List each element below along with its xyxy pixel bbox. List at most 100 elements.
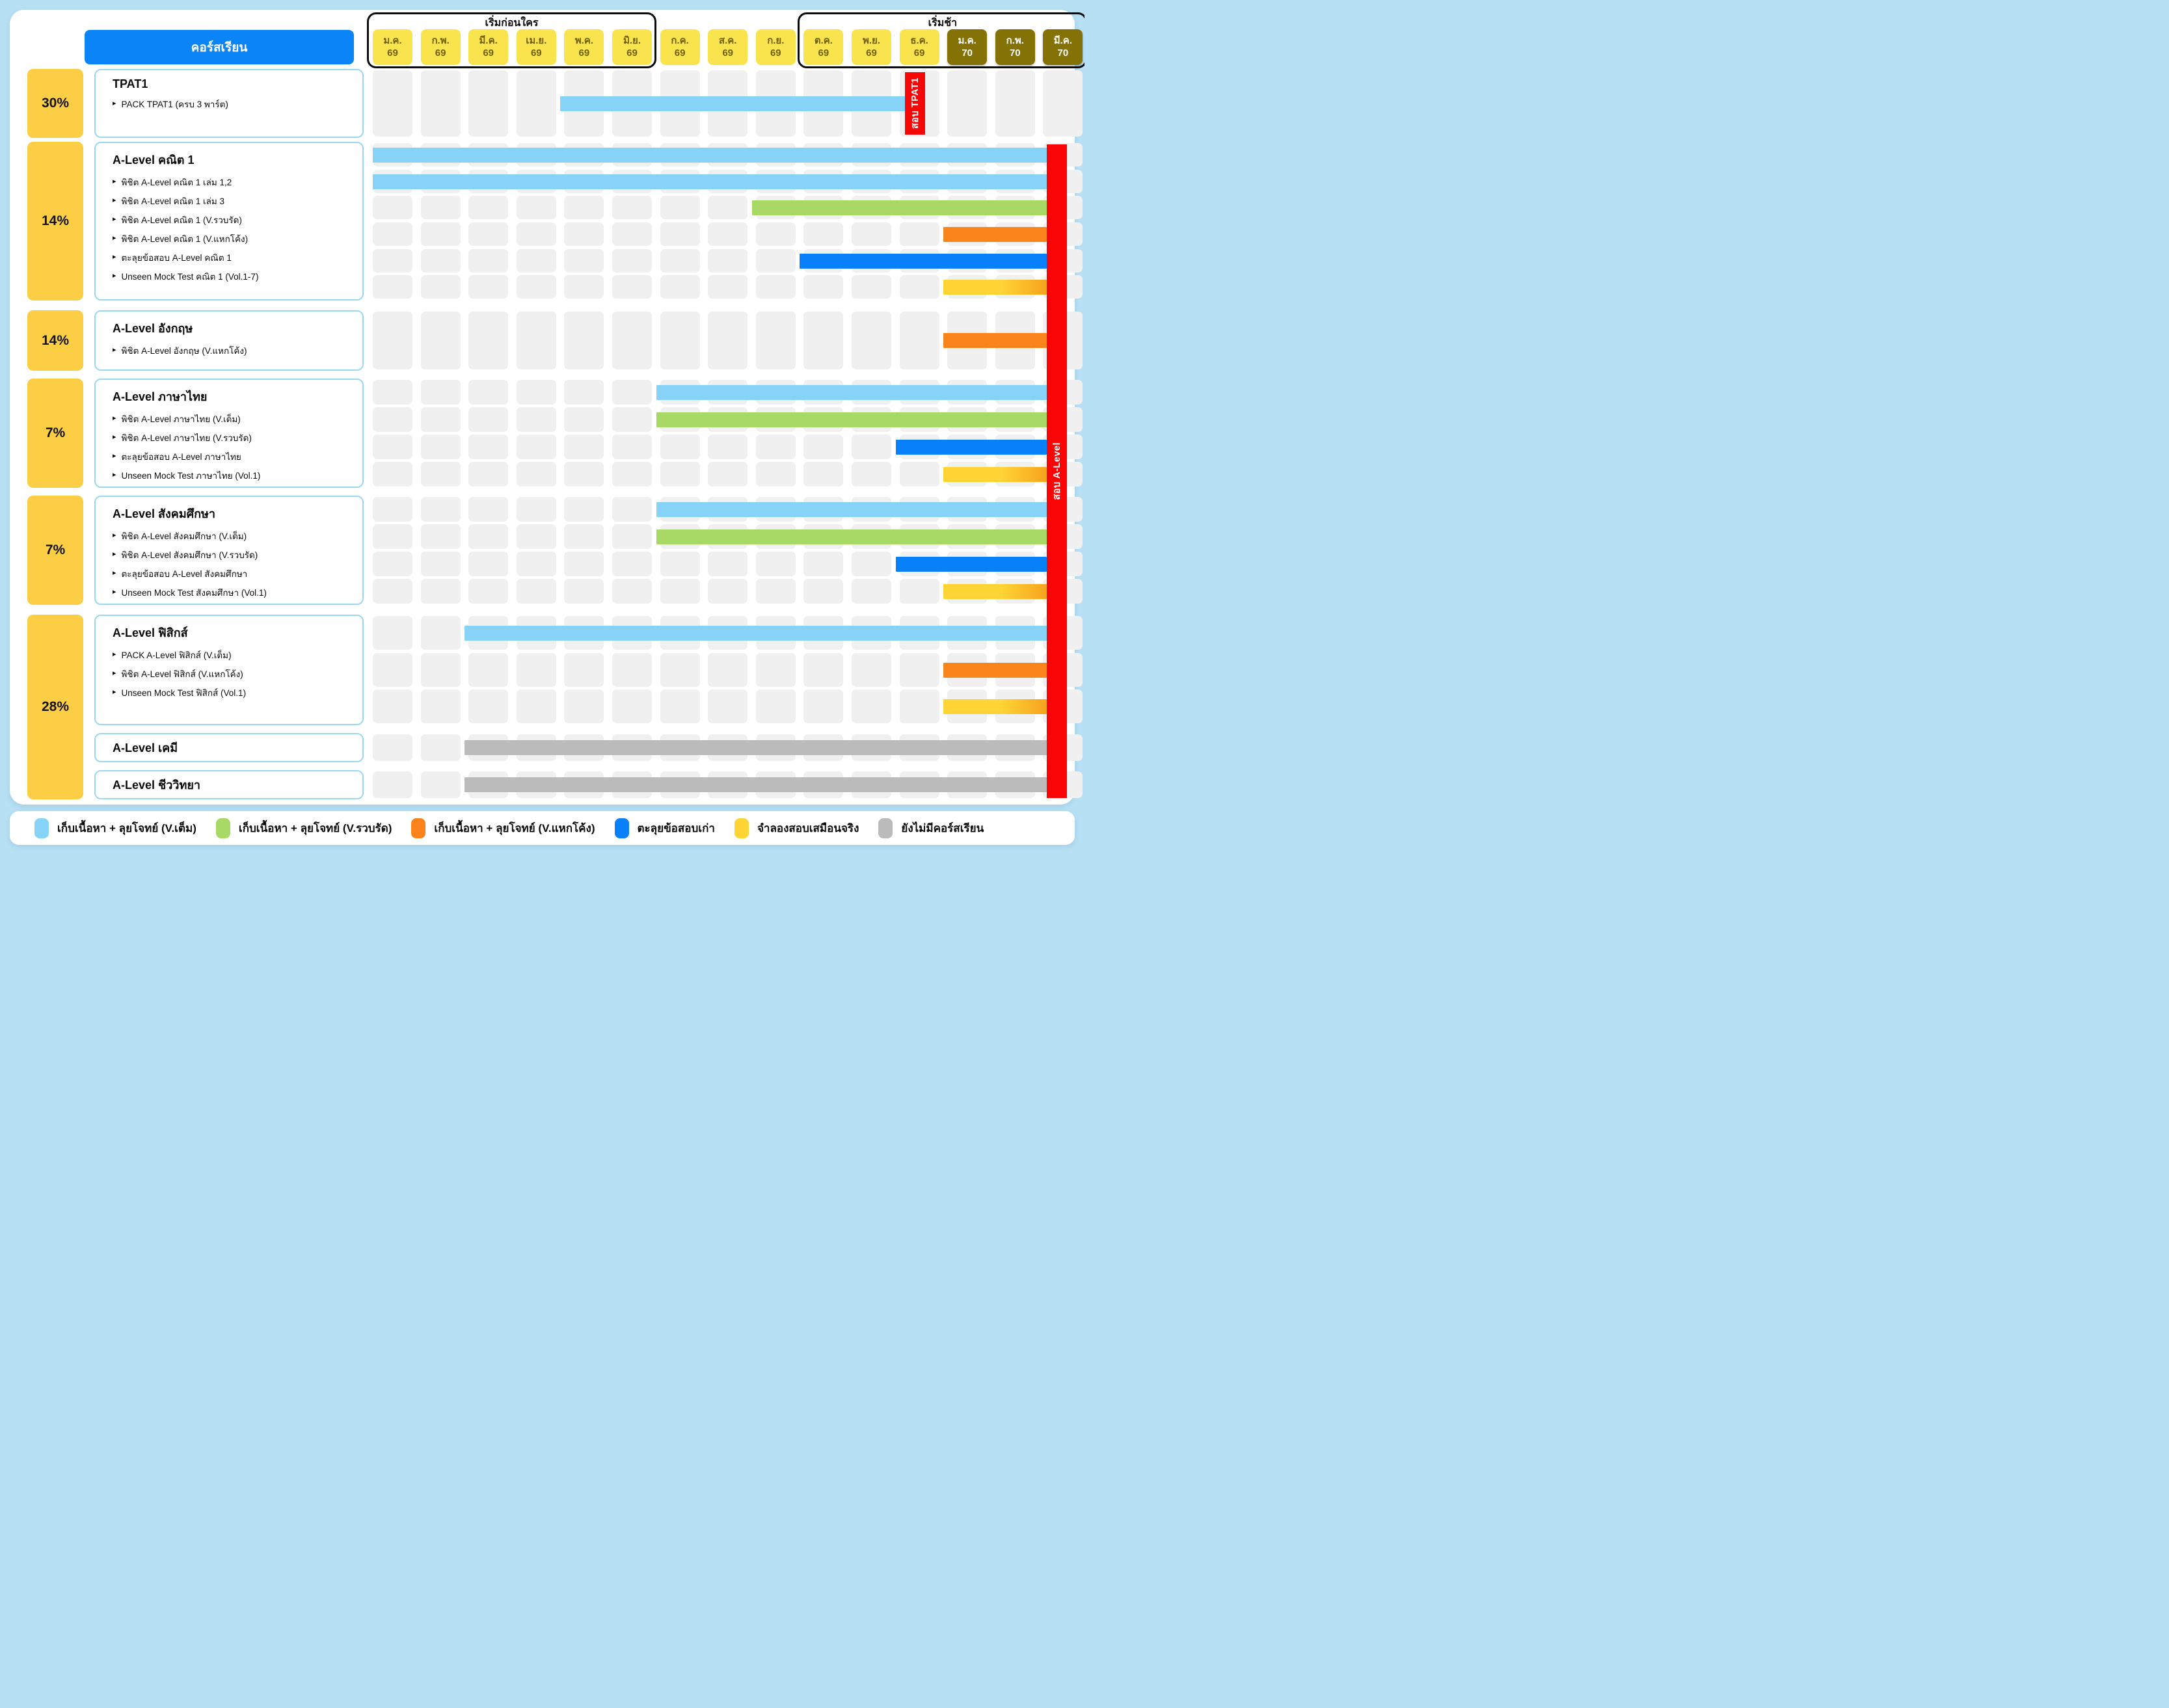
gantt-bar-past xyxy=(895,439,1047,455)
legend-item-mock: จำลองสอบเสมือนจริง xyxy=(734,818,859,838)
month-chip-year: 69 xyxy=(626,47,638,59)
month-chip-14: ก.พ. 70 xyxy=(995,29,1035,65)
grid-cell xyxy=(755,462,796,487)
grid-cell xyxy=(420,462,461,487)
grid-cell xyxy=(899,579,939,604)
grid-cell xyxy=(373,407,412,432)
course-item-label: Unseen Mock Test ฟิสิกส์ (Vol.1) xyxy=(121,687,247,698)
grid-cell xyxy=(468,275,509,299)
month-chip-label: ก.พ. xyxy=(1006,34,1024,46)
grid-cell xyxy=(612,380,652,405)
weight-chip-2: 14% xyxy=(27,310,83,371)
grid-cell xyxy=(516,196,556,220)
course-item-label: ตะลุยข้อสอบ A-Level สังคมศึกษา xyxy=(121,568,248,579)
month-chip-label: ม.ค. xyxy=(958,34,977,46)
month-chip-year: 70 xyxy=(1009,47,1021,59)
grid-cell xyxy=(564,652,604,687)
grid-cell xyxy=(373,524,412,549)
gantt-bar-mock xyxy=(943,699,1047,715)
legend-label: ยังไม่มีคอร์สเรียน xyxy=(901,821,984,834)
grid-cell xyxy=(660,196,700,220)
course-box: A-Level ภาษาไทย ▸ พิชิต A-Level ภาษาไทย (V… xyxy=(94,379,364,488)
month-chip-year: 70 xyxy=(1057,47,1069,59)
gantt-bar-quick xyxy=(656,529,1047,544)
gantt-bar-past xyxy=(800,253,1047,269)
grid-cell xyxy=(660,689,700,724)
course-item: ▸ พิชิต A-Level คณิต 1 (V.แหกโค้ง) xyxy=(113,229,362,248)
bullet-icon: ▸ xyxy=(113,100,116,107)
grid-cell xyxy=(564,434,604,459)
bullet-icon: ▸ xyxy=(113,234,116,242)
grid-cell xyxy=(564,275,604,299)
month-chip-5: พ.ค. 69 xyxy=(564,29,604,65)
grid-cell xyxy=(420,312,461,369)
grid-cell xyxy=(373,312,412,369)
grid-cell xyxy=(373,434,412,459)
grid-cell xyxy=(373,652,412,687)
legend-chip-past xyxy=(614,818,629,838)
grid-cell xyxy=(660,434,700,459)
legend-item-quick: เก็บเนื้อหา + ลุยโจทย์ (V.รวบรัด) xyxy=(215,818,392,838)
grid-cell xyxy=(852,275,891,299)
legend-label: เก็บเนื้อหา + ลุยโจทย์ (V.แหกโค้ง) xyxy=(434,821,595,834)
grid-cell xyxy=(420,689,461,724)
grid-cell xyxy=(516,248,556,273)
grid-cell xyxy=(468,524,509,549)
legend-chip-curve xyxy=(411,818,426,838)
course-item-label: พิชิต A-Level คณิต 1 เล่ม 1,2 xyxy=(121,177,232,187)
grid-cell xyxy=(420,771,461,798)
grid-cell xyxy=(516,407,556,432)
grid-cell xyxy=(564,407,604,432)
grid-cell xyxy=(516,497,556,522)
grid-cell xyxy=(468,689,509,724)
gantt-bar-curve xyxy=(943,333,1047,348)
course-item-label: PACK TPAT1 (ครบ 3 พาร์ต) xyxy=(121,99,228,109)
gantt-bar-full xyxy=(656,384,1047,400)
grid-cell xyxy=(516,434,556,459)
legend-item-past: ตะลุยข้อสอบเก่า xyxy=(614,818,715,838)
grid-cell xyxy=(755,222,796,247)
gantt-bar-mock xyxy=(943,280,1047,295)
bullet-icon: ▸ xyxy=(113,650,116,658)
grid-cell xyxy=(708,462,748,487)
course-item: ▸ พิชิต A-Level ภาษาไทย (V.เต็ม) xyxy=(113,409,362,428)
legend-chip-none xyxy=(878,818,893,838)
grid-cell xyxy=(612,689,652,724)
course-item-label: Unseen Mock Test สังคมศึกษา (Vol.1) xyxy=(121,587,267,598)
grid-cell xyxy=(660,275,700,299)
month-chip-year: 69 xyxy=(530,47,542,59)
month-chip-year: 69 xyxy=(866,47,877,59)
bullet-icon: ▸ xyxy=(113,253,116,261)
grid-cell xyxy=(660,579,700,604)
month-chip-label: ต.ค. xyxy=(814,34,833,46)
grid-cell xyxy=(420,552,461,576)
grid-cell xyxy=(420,407,461,432)
weight-chip-0: 30% xyxy=(27,69,83,138)
course-title: A-Level ฟิสิกส์ xyxy=(113,626,188,639)
course-item: ▸ พิชิต A-Level คณิต 1 เล่ม 3 xyxy=(113,191,362,210)
course-item-label: Unseen Mock Test คณิต 1 (Vol.1-7) xyxy=(121,271,259,282)
bracket-start-early-label: เริ่มก่อนใคร xyxy=(485,18,539,29)
grid-cell xyxy=(852,222,891,247)
course-item-label: พิชิต A-Level สังคมศึกษา (V.รวบรัด) xyxy=(121,550,258,560)
grid-cell xyxy=(468,552,509,576)
legend-chip-quick xyxy=(215,818,230,838)
grid-cell xyxy=(468,222,509,247)
grid-cell xyxy=(420,734,461,761)
course-item-label: PACK A-Level ฟิสิกส์ (V.เต็ม) xyxy=(121,650,232,660)
bullet-icon: ▸ xyxy=(113,531,116,539)
bullet-icon: ▸ xyxy=(113,471,116,479)
grid-cell xyxy=(852,579,891,604)
grid-cell xyxy=(612,524,652,549)
course-item-label: Unseen Mock Test ภาษาไทย (Vol.1) xyxy=(121,470,261,481)
month-chip-label: ส.ค. xyxy=(718,34,737,46)
grid-cell xyxy=(373,222,412,247)
course-title: A-Level เคมี xyxy=(113,741,178,754)
grid-cell xyxy=(660,652,700,687)
gantt-bar-full xyxy=(373,174,1047,189)
course-item: ▸ ตะลุยข้อสอบ A-Level คณิต 1 xyxy=(113,248,362,267)
course-item-label: ตะลุยข้อสอบ A-Level ภาษาไทย xyxy=(121,451,241,462)
bullet-icon: ▸ xyxy=(113,346,116,354)
grid-cell xyxy=(564,222,604,247)
grid-cell xyxy=(420,70,461,137)
